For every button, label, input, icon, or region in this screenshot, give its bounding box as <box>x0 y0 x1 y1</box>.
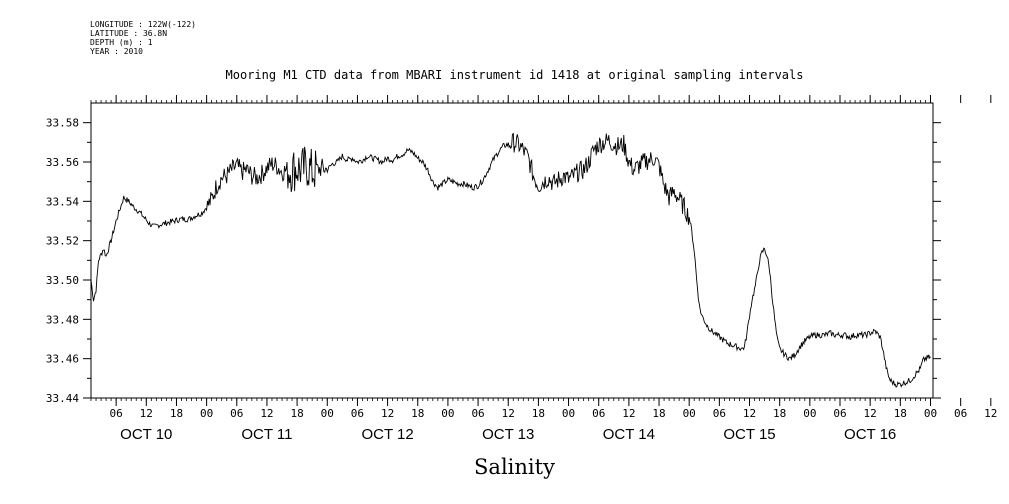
x-tick-label: 18 <box>773 407 786 420</box>
y-tick-label: 33.44 <box>46 392 79 405</box>
plot-frame <box>90 102 934 399</box>
x-tick-label: 06 <box>471 407 484 420</box>
x-tick-label: 12 <box>502 407 515 420</box>
y-tick-label: 33.58 <box>46 117 79 130</box>
x-day-label: OCT 16 <box>844 426 896 443</box>
y-tick-label: 33.48 <box>46 313 79 326</box>
y-tick-label: 33.56 <box>46 156 79 169</box>
x-tick-label: 06 <box>110 407 123 420</box>
salinity-series-line <box>90 132 931 388</box>
x-tick-label: 06 <box>833 407 846 420</box>
x-tick-label: 18 <box>170 407 183 420</box>
chart-title: Mooring M1 CTD data from MBARI instrumen… <box>225 68 804 82</box>
x-tick-label: 12 <box>381 407 394 420</box>
y-tick-label: 33.46 <box>46 353 79 366</box>
y-tick-label: 33.52 <box>46 235 79 248</box>
x-tick-label: 00 <box>562 407 575 420</box>
x-tick-label: 00 <box>683 407 696 420</box>
x-tick-label: 18 <box>652 407 665 420</box>
x-axis-label: Salinity <box>474 455 555 479</box>
x-day-label: OCT 10 <box>120 426 172 443</box>
longitude-text: LONGITUDE : 122W(-122) <box>90 20 196 29</box>
x-tick-label: 12 <box>984 407 997 420</box>
x-day-label: OCT 13 <box>482 426 534 443</box>
year-text: YEAR : 2010 <box>90 47 143 56</box>
x-tick-label: 00 <box>803 407 816 420</box>
x-tick-label: 00 <box>924 407 937 420</box>
x-tick-label: 06 <box>592 407 605 420</box>
x-tick-label: 12 <box>260 407 273 420</box>
x-day-label: OCT 14 <box>603 426 655 443</box>
x-tick-label: 06 <box>351 407 364 420</box>
x-tick-label: 00 <box>200 407 213 420</box>
x-tick-label: 12 <box>140 407 153 420</box>
x-tick-label: 06 <box>954 407 967 420</box>
y-tick-label: 33.54 <box>46 195 79 208</box>
x-tick-label: 18 <box>411 407 424 420</box>
x-tick-label: 18 <box>532 407 545 420</box>
x-tick-label: 18 <box>290 407 303 420</box>
latitude-text: LATITUDE : 36.8N <box>90 29 168 38</box>
x-tick-label: 12 <box>743 407 756 420</box>
depth-text: DEPTH (m) : 1 <box>90 38 153 47</box>
x-day-label: OCT 11 <box>241 426 292 443</box>
x-tick-label: 00 <box>321 407 334 420</box>
x-tick-label: 06 <box>230 407 243 420</box>
x-day-label: OCT 15 <box>723 426 775 443</box>
y-tick-label: 33.50 <box>46 274 79 287</box>
x-tick-label: 18 <box>894 407 907 420</box>
metadata-block: LONGITUDE : 122W(-122) LATITUDE : 36.8N … <box>90 20 196 56</box>
x-day-label: OCT 12 <box>361 426 413 443</box>
x-tick-label: 12 <box>864 407 877 420</box>
x-tick-label: 00 <box>441 407 454 420</box>
x-tick-label: 06 <box>713 407 726 420</box>
x-tick-label: 12 <box>622 407 635 420</box>
